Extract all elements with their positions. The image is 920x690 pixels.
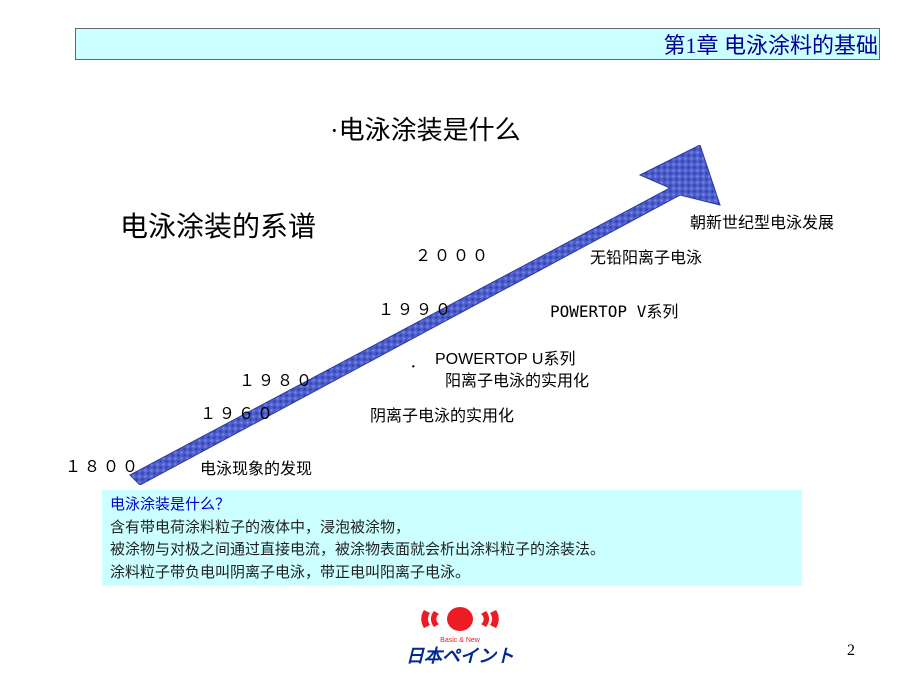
desc-1960: 阴离子电泳的实用化 — [370, 402, 514, 426]
desc-powertop-v: POWERTOP V系列 — [550, 298, 678, 322]
info-question: 电泳涂装是什么？ — [110, 494, 794, 517]
year-1960: １９６０ — [200, 400, 276, 424]
center-dot: · — [410, 356, 417, 379]
main-title: ·电泳涂装是什么 — [330, 110, 521, 147]
year-2000: ２０００ — [415, 242, 491, 266]
logo-icon — [420, 602, 500, 636]
logo: Basic & New 日本ペイント — [0, 602, 920, 668]
year-1980: １９８０ — [239, 367, 315, 391]
chapter-title: 第1章 电泳涂料的基础 — [663, 28, 878, 60]
info-line1: 含有带电荷涂料粒子的液体中，浸泡被涂物， — [110, 517, 794, 540]
info-line2: 被涂物与对极之间通过直接电流，被涂物表面就会析出涂料粒子的涂装法。 — [110, 539, 794, 562]
desc-1980: 阳离子电泳的实用化 — [445, 367, 589, 391]
page-number: 2 — [847, 642, 855, 660]
year-1800: １８００ — [65, 453, 141, 477]
logo-text: 日本ペイント — [0, 642, 920, 668]
desc-2000: 无铅阳离子电泳 — [590, 244, 702, 268]
desc-1800: 电泳现象的发现 — [200, 455, 312, 479]
desc-future: 朝新世纪型电泳发展 — [690, 209, 834, 233]
info-box: 电泳涂装是什么？ 含有带电荷涂料粒子的液体中，浸泡被涂物， 被涂物与对极之间通过… — [102, 490, 802, 586]
year-1990: １９９０ — [378, 296, 454, 320]
subtitle: 电泳涂装的系谱 — [120, 205, 316, 245]
desc-powertop-u: POWERTOP U系列 — [435, 345, 575, 369]
info-line3: 涂料粒子带负电叫阴离子电泳，带正电叫阳离子电泳。 — [110, 562, 794, 585]
